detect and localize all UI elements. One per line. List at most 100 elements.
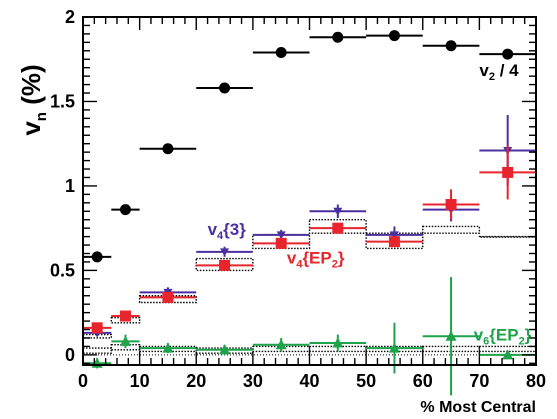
series-2-point — [139, 291, 197, 303]
series-2-point — [366, 236, 423, 248]
series-3-point — [422, 277, 480, 396]
series-label-part: 6 — [483, 336, 489, 348]
series-0-point — [479, 48, 536, 60]
series-1-label: v4{3} — [208, 220, 247, 242]
series-0-marker — [332, 31, 344, 43]
series-2-marker — [91, 322, 103, 334]
series-2-point — [111, 310, 140, 322]
series-3-marker — [388, 342, 400, 353]
series-label-part: 2 — [489, 71, 495, 83]
series-1-point — [309, 204, 367, 219]
series-2-marker — [275, 237, 287, 249]
x-tick-label: 40 — [299, 371, 319, 391]
series-label-part: 2 — [519, 336, 525, 348]
series-3-marker — [275, 339, 287, 350]
axes: 0 10 20 30 40 50 60 70 80 0 0.5 1 1.5 2 — [50, 7, 546, 391]
series-0-point — [309, 31, 367, 43]
data-points — [83, 30, 536, 396]
series-0-marker — [445, 40, 457, 52]
series-0-label: v2 / 4 — [479, 61, 519, 83]
series-3-marker — [502, 349, 514, 360]
series-3-marker — [162, 342, 174, 353]
series-0-marker — [219, 82, 231, 94]
series-label-part: v — [479, 61, 489, 80]
series-3-point — [196, 344, 253, 355]
y-tick-label: 0.5 — [50, 260, 75, 280]
x-tick-label: 70 — [469, 371, 489, 391]
series-2-marker — [162, 291, 174, 303]
x-axis-title: % Most Central — [420, 399, 536, 416]
v6-systematic-band-bin — [82, 347, 113, 354]
series-3-point — [309, 334, 367, 352]
series-2-marker — [388, 236, 400, 248]
series-0-point — [366, 30, 423, 42]
series-1-marker — [389, 231, 399, 240]
v4-systematic-band-bin — [308, 219, 367, 234]
series-0-point — [252, 46, 310, 58]
series-label-part: {3} — [223, 220, 246, 239]
series-2-point — [309, 222, 367, 234]
series-0-point — [83, 251, 112, 263]
svg-text:vn (%): vn (%) — [16, 64, 50, 135]
series-3-marker — [119, 335, 131, 346]
series-2-point — [196, 259, 253, 271]
series-3-marker — [332, 337, 344, 348]
series-label-part: v — [287, 249, 297, 268]
series-label-part: {EP — [302, 249, 331, 268]
series-1-marker — [276, 231, 286, 240]
series-2-point — [83, 322, 112, 334]
series-3-point — [252, 337, 310, 352]
series-0-marker — [119, 204, 131, 216]
series-1-marker — [333, 207, 343, 216]
series-1-marker — [220, 248, 230, 257]
series-1-point — [196, 246, 253, 257]
series-label-part: / 4 — [495, 61, 519, 80]
series-2-point — [479, 145, 536, 200]
series-label-part: v — [208, 220, 218, 239]
systematic-bands — [82, 219, 537, 354]
series-label-part: } — [525, 326, 532, 345]
x-tick-label: 80 — [526, 371, 546, 391]
series-label-part: {EP — [489, 326, 518, 345]
series-0-marker — [275, 46, 287, 58]
series-label-part: v — [474, 326, 484, 345]
plot-frame — [82, 16, 537, 366]
series-0-point — [422, 40, 480, 52]
series-0-marker — [502, 48, 514, 60]
series-label-part: 4 — [296, 259, 303, 271]
x-tick-label: 30 — [243, 371, 263, 391]
series-3-marker — [445, 330, 457, 341]
series-2-point — [422, 189, 480, 220]
v4-systematic-band-bin — [110, 316, 141, 324]
y-tick-label: 1.5 — [50, 91, 75, 111]
series-label-part: } — [338, 249, 345, 268]
series-0-marker — [91, 251, 103, 263]
y-tick-label: 0 — [65, 345, 75, 365]
series-2-marker — [119, 310, 131, 322]
x-tick-label: 60 — [413, 371, 433, 391]
series-2-point — [252, 237, 310, 249]
y-axis-title-main: v — [16, 121, 46, 136]
series-2-marker — [332, 222, 344, 234]
y-tick-label: 1 — [65, 176, 75, 196]
y-axis-title-rest: (%) — [16, 64, 46, 112]
v4-systematic-band-bin — [82, 333, 113, 339]
series-0-point — [139, 143, 197, 155]
y-tick-label: 2 — [65, 7, 75, 27]
series-3-point — [139, 342, 197, 354]
series-2-label: v4{EP2} — [287, 249, 345, 271]
y-axis-title: vn (%) — [16, 64, 50, 135]
y-axis-title-sub: n — [33, 112, 50, 121]
x-tick-label: 10 — [130, 371, 150, 391]
series-0-point — [111, 204, 140, 216]
v4-systematic-band-bin — [422, 225, 481, 234]
x-tick-label: 0 — [78, 371, 88, 391]
x-tick-label: 50 — [356, 371, 376, 391]
series-3-point — [111, 334, 140, 349]
series-labels: v2 / 4v4{3}v4{EP2}v6{EP2} — [208, 61, 532, 347]
series-2-marker — [219, 259, 231, 271]
series-3-marker — [219, 344, 231, 355]
series-0-marker — [162, 143, 174, 155]
series-label-part: 4 — [217, 230, 224, 242]
